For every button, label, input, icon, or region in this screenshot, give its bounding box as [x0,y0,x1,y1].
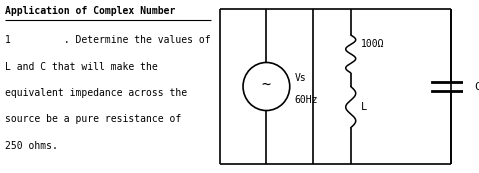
Text: source be a pure resistance of: source be a pure resistance of [5,114,182,124]
Text: C: C [474,81,479,92]
Text: L and C that will make the: L and C that will make the [5,62,158,72]
Text: ~: ~ [262,77,271,92]
Text: 100Ω: 100Ω [361,39,384,49]
Text: 60Hz: 60Hz [295,95,318,105]
Text: 250 ohms.: 250 ohms. [5,141,58,151]
Text: 1         . Determine the values of: 1 . Determine the values of [5,35,211,45]
Text: Vs: Vs [295,73,306,83]
Text: Application of Complex Number: Application of Complex Number [5,6,176,16]
Text: equivalent impedance across the: equivalent impedance across the [5,88,187,98]
Text: L: L [361,102,367,112]
